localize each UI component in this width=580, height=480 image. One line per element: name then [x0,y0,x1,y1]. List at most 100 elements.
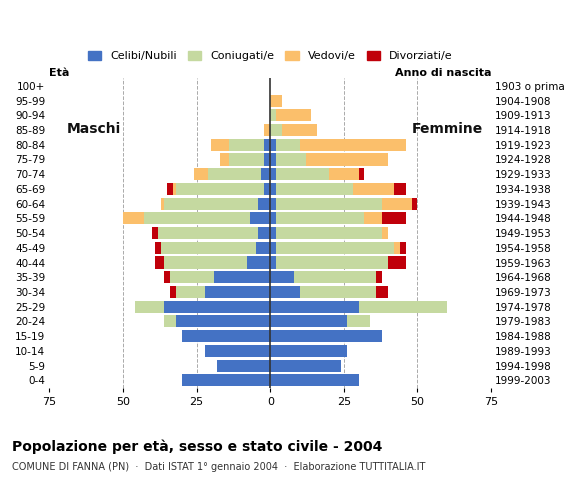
Bar [229,139,264,151]
Bar [167,183,173,195]
Bar [161,198,164,210]
Bar [394,183,405,195]
Text: Anno di nascita: Anno di nascita [394,68,491,78]
Bar [400,242,405,254]
Bar [270,330,382,342]
Bar [246,256,270,268]
Bar [270,154,276,166]
Bar [194,168,208,180]
Bar [153,227,158,239]
Bar [270,300,358,312]
Bar [412,198,418,210]
Legend: Celibi/Nubili, Coniugati/e, Vedovi/e, Divorziati/e: Celibi/Nubili, Coniugati/e, Vedovi/e, Di… [84,46,457,65]
Text: Femmine: Femmine [411,122,483,136]
Bar [176,183,264,195]
Bar [276,256,388,268]
Bar [270,360,341,372]
Bar [182,374,270,386]
Bar [276,109,311,121]
Bar [376,286,388,298]
Bar [264,154,270,166]
Bar [353,183,394,195]
Bar [164,300,270,312]
Bar [176,315,270,327]
Bar [270,183,276,195]
Bar [382,227,388,239]
Bar [270,198,276,210]
Bar [164,198,259,210]
Bar [218,360,270,372]
Bar [161,242,256,254]
Bar [164,271,170,283]
Bar [270,242,276,254]
Bar [170,271,214,283]
Bar [306,154,388,166]
Bar [176,286,205,298]
Text: Maschi: Maschi [67,122,121,136]
Bar [358,300,447,312]
Bar [376,271,382,283]
Bar [300,139,405,151]
Bar [256,242,270,254]
Bar [382,212,405,224]
Bar [205,286,270,298]
Bar [270,212,276,224]
Bar [270,345,347,357]
Text: Popolazione per età, sesso e stato civile - 2004: Popolazione per età, sesso e stato civil… [12,439,382,454]
Bar [270,271,294,283]
Bar [214,271,270,283]
Bar [205,345,270,357]
Bar [144,212,249,224]
Bar [276,183,353,195]
Bar [388,256,405,268]
Bar [276,168,329,180]
Bar [170,286,176,298]
Bar [270,109,276,121]
Bar [276,139,300,151]
Bar [249,212,270,224]
Bar [270,124,282,136]
Bar [270,227,276,239]
Bar [155,242,161,254]
Bar [358,168,364,180]
Bar [300,286,376,298]
Bar [264,124,270,136]
Bar [164,315,176,327]
Bar [259,198,270,210]
Bar [364,212,382,224]
Bar [264,183,270,195]
Bar [208,168,262,180]
Bar [394,242,400,254]
Bar [135,300,164,312]
Bar [276,198,382,210]
Bar [270,256,276,268]
Bar [294,271,376,283]
Text: Età: Età [49,68,70,78]
Bar [329,168,358,180]
Bar [270,286,300,298]
Bar [270,139,276,151]
Bar [270,315,347,327]
Bar [270,168,276,180]
Bar [276,212,364,224]
Bar [164,256,246,268]
Bar [182,330,270,342]
Bar [259,227,270,239]
Bar [211,139,229,151]
Bar [123,212,144,224]
Bar [276,242,394,254]
Bar [264,139,270,151]
Bar [276,154,306,166]
Bar [229,154,264,166]
Bar [158,227,259,239]
Bar [347,315,371,327]
Bar [270,95,282,107]
Bar [173,183,176,195]
Text: COMUNE DI FANNA (PN)  ·  Dati ISTAT 1° gennaio 2004  ·  Elaborazione TUTTITALIA.: COMUNE DI FANNA (PN) · Dati ISTAT 1° gen… [12,462,425,472]
Bar [270,374,358,386]
Bar [282,124,317,136]
Bar [155,256,164,268]
Bar [276,227,382,239]
Bar [262,168,270,180]
Bar [382,198,412,210]
